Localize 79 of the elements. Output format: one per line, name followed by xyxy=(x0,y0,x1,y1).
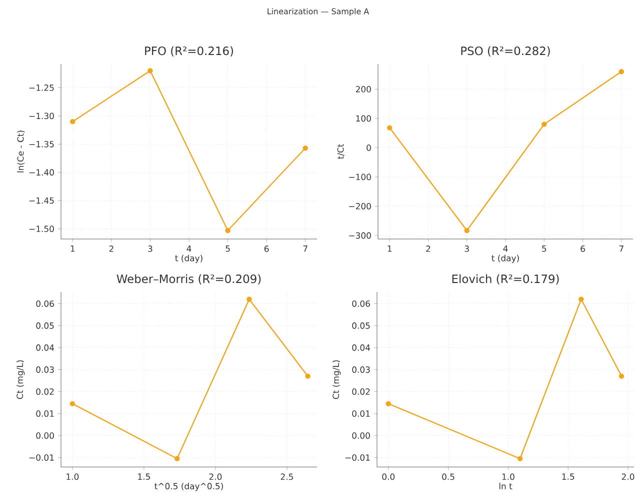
y-tick-label: 0.00 xyxy=(36,432,54,439)
point xyxy=(174,456,180,462)
point xyxy=(464,228,470,234)
y-tick-label: −1.45 xyxy=(29,197,54,204)
point xyxy=(517,456,523,462)
x-tick-label: 2.5 xyxy=(280,474,293,480)
point xyxy=(386,401,391,406)
chart-title: Elovich (R²=0.179) xyxy=(452,274,559,285)
point xyxy=(70,118,76,124)
y-axis-title: Ct (mg/L) xyxy=(332,360,341,399)
y-tick-label: −1.40 xyxy=(29,169,54,176)
y-tick-label: 200 xyxy=(356,86,371,92)
chart-title: PFO (R²=0.216) xyxy=(145,46,234,57)
point xyxy=(618,374,624,379)
y-tick-label: −0.01 xyxy=(29,454,54,461)
y-tick-label: 0.06 xyxy=(36,300,54,307)
y-tick-label: 0.01 xyxy=(352,410,370,417)
x-tick-label: 2.0 xyxy=(622,474,634,480)
y-tick-label: 0.00 xyxy=(352,432,370,439)
x-tick-label: 1 xyxy=(388,246,392,252)
y-tick-label: 0.03 xyxy=(36,366,54,373)
point xyxy=(225,228,230,234)
y-axis-title: ln(Ce - Ct) xyxy=(17,130,25,172)
y-tick-label: 0 xyxy=(366,144,371,151)
x-tick-label: 0.0 xyxy=(382,474,395,480)
y-tick-label: 0.01 xyxy=(36,410,54,417)
y-tick-label: 0.06 xyxy=(352,300,370,307)
x-tick-label: 2 xyxy=(109,246,114,252)
y-tick-label: 0.04 xyxy=(352,344,370,351)
y-tick-label: −1.35 xyxy=(29,140,54,148)
x-tick-label: 0.5 xyxy=(442,474,454,480)
y-tick-label: 100 xyxy=(356,115,371,122)
y-tick-label: 0.04 xyxy=(36,344,54,351)
x-axis-title: ln t xyxy=(499,482,512,490)
x-tick-label: 5 xyxy=(542,246,546,252)
x-tick-label: 2.0 xyxy=(209,474,222,480)
y-tick-label: −1.30 xyxy=(29,112,54,120)
y-tick-label: 0.02 xyxy=(352,388,370,395)
x-tick-label: 1.5 xyxy=(138,474,150,480)
y-axis-title: Ct (mg/L) xyxy=(16,360,25,399)
x-tick-label: 3 xyxy=(148,246,152,252)
x-tick-label: 2 xyxy=(426,246,430,252)
chart-title: PSO (R²=0.282) xyxy=(461,46,550,57)
y-tick-label: 0.03 xyxy=(352,366,370,373)
x-tick-label: 4 xyxy=(503,246,508,252)
x-tick-label: 7 xyxy=(619,246,624,252)
x-tick-label: 4 xyxy=(186,246,192,252)
chart-title: Weber–Morris (R²=0.209) xyxy=(116,274,261,285)
y-tick-label: 0.02 xyxy=(36,388,54,395)
y-tick-label: −100 xyxy=(349,174,371,180)
point xyxy=(618,69,624,74)
point xyxy=(542,122,547,127)
point xyxy=(386,125,392,130)
y-axis-title: t/Ct xyxy=(337,144,344,159)
y-tick-label: −1.25 xyxy=(29,84,54,91)
x-tick-label: 1 xyxy=(70,246,75,252)
point xyxy=(148,68,153,74)
point xyxy=(305,374,310,379)
x-axis-title: t (day) xyxy=(492,254,519,263)
x-tick-label: 1.0 xyxy=(502,474,514,480)
point xyxy=(578,296,584,302)
x-tick-label: 1.0 xyxy=(66,474,79,480)
y-tick-label: −0.01 xyxy=(345,454,370,461)
y-tick-label: −300 xyxy=(349,232,371,239)
x-tick-label: 5 xyxy=(226,246,230,252)
point xyxy=(302,146,308,151)
x-tick-label: 3 xyxy=(464,246,469,252)
y-tick-label: 0.05 xyxy=(352,322,370,329)
x-tick-label: 6 xyxy=(264,246,269,252)
x-axis-title: t^0.5 (day^0.5) xyxy=(154,482,223,491)
x-tick-label: 1.5 xyxy=(562,474,574,480)
point xyxy=(70,401,76,406)
point xyxy=(246,296,252,302)
y-tick-label: −1.50 xyxy=(29,226,54,232)
y-tick-label: −200 xyxy=(349,203,371,210)
x-tick-label: 6 xyxy=(580,246,585,252)
y-tick-label: 0.05 xyxy=(36,322,54,329)
x-axis-title: t (day) xyxy=(175,254,202,263)
x-tick-label: 7 xyxy=(303,246,308,252)
